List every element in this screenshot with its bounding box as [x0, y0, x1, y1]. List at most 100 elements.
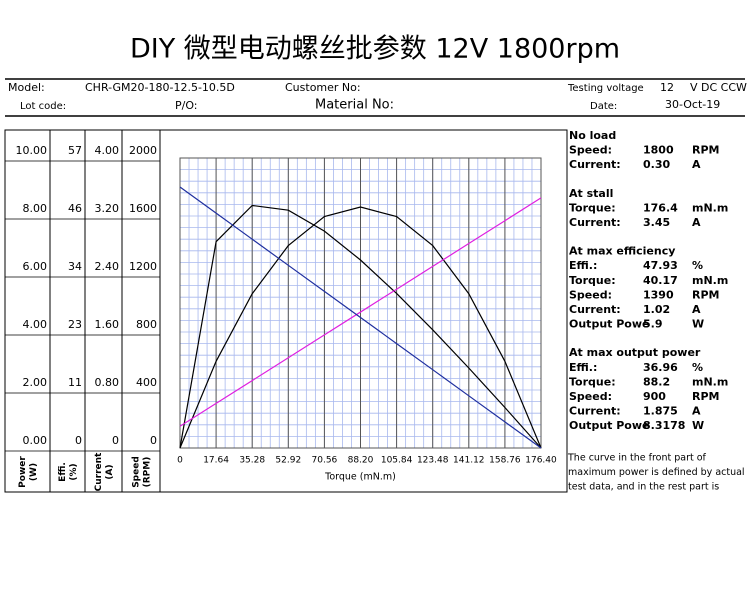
field-value: 30-Oct-19	[665, 98, 720, 111]
section-title: At stall	[569, 187, 613, 200]
field-value: 12	[660, 81, 674, 94]
note-line: test data, and in the rest part is	[568, 482, 719, 493]
y-tick-label: 4.00	[23, 318, 48, 331]
param-label: Output Powe	[569, 419, 649, 432]
x-tick-label: 70.56	[312, 456, 338, 466]
axis-name: (%)	[69, 463, 79, 480]
param-value: 1390	[643, 288, 674, 301]
curve	[179, 204, 542, 449]
param-label: Current:	[569, 303, 621, 316]
y-tick-label: 1.60	[95, 318, 120, 331]
param-unit: W	[692, 419, 704, 432]
y-tick-label: 8.00	[23, 202, 48, 215]
field-label: Lot code:	[20, 101, 66, 112]
param-label: Current:	[569, 405, 621, 418]
param-unit: RPM	[692, 144, 719, 157]
note-line: The curve in the front part of	[567, 453, 707, 464]
y-tick-label: 46	[68, 202, 82, 215]
axis-name: Effi.	[58, 462, 68, 482]
field-value: V DC CCW	[690, 81, 747, 94]
x-tick-label: 105.84	[381, 456, 413, 466]
y-tick-label: 0.00	[23, 434, 48, 447]
section-title: At max output power	[569, 346, 701, 359]
param-label: Current:	[569, 158, 621, 171]
x-axis-label: Torque (mN.m)	[324, 472, 396, 483]
y-tick-label: 3.20	[95, 202, 120, 215]
param-value: 40.17	[643, 274, 678, 287]
param-label: Effi.:	[569, 361, 597, 374]
section-title: No load	[569, 129, 616, 142]
param-unit: W	[692, 318, 704, 331]
y-tick-label: 0	[75, 434, 82, 447]
param-unit: A	[692, 158, 701, 171]
x-tick-label: 158.76	[489, 456, 521, 466]
param-label: Speed:	[569, 390, 612, 403]
axis-name: (A)	[105, 464, 115, 479]
param-label: Output Powe	[569, 318, 649, 331]
param-unit: %	[692, 259, 703, 272]
param-value: 36.96	[643, 361, 678, 374]
param-unit: mN.m	[692, 375, 728, 388]
curve	[179, 186, 542, 449]
x-tick-label: 17.64	[203, 456, 229, 466]
param-label: Speed:	[569, 144, 612, 157]
y-tick-label: 1600	[129, 202, 157, 215]
y-tick-label: 6.00	[23, 260, 48, 273]
y-tick-label: 0	[150, 434, 157, 447]
field-label: Model:	[8, 81, 45, 94]
x-tick-label: 52.92	[275, 456, 301, 466]
y-tick-label: 4.00	[95, 144, 120, 157]
param-value: 5.9	[643, 318, 663, 331]
field-label: Material No:	[315, 98, 394, 113]
param-label: Current:	[569, 216, 621, 229]
y-tick-label: 34	[68, 260, 82, 273]
y-tick-label: 400	[136, 376, 157, 389]
y-tick-label: 23	[68, 318, 82, 331]
param-unit: RPM	[692, 390, 719, 403]
curve	[179, 197, 542, 427]
x-tick-label: 141.12	[453, 456, 485, 466]
plot-frame	[179, 157, 542, 449]
param-label: Torque:	[569, 201, 616, 214]
param-value: 900	[643, 390, 666, 403]
param-unit: A	[692, 405, 701, 418]
x-tick-label: 0	[177, 456, 183, 466]
field-label: Testing voltage	[567, 83, 644, 94]
axis-name: Power	[18, 456, 28, 488]
y-tick-label: 11	[68, 376, 82, 389]
curve	[179, 206, 542, 449]
field-label: Date:	[590, 101, 617, 112]
axis-name: (RPM)	[143, 457, 153, 488]
field-label: P/O:	[175, 99, 198, 112]
param-unit: mN.m	[692, 274, 728, 287]
param-value: 1.02	[643, 303, 670, 316]
note-line: maximum power is defined by actual	[568, 467, 745, 478]
y-tick-label: 0.80	[95, 376, 120, 389]
param-value: 0.30	[643, 158, 670, 171]
chart-frame	[4, 129, 568, 493]
x-tick-label: 176.40	[525, 456, 557, 466]
param-value: 3.45	[643, 216, 670, 229]
x-tick-label: 123.48	[417, 456, 449, 466]
param-value: 1800	[643, 144, 674, 157]
field-value: CHR-GM20-180-12.5-10.5D	[85, 81, 235, 94]
section-title: At max efficiency	[569, 245, 675, 258]
y-tick-label: 2000	[129, 144, 157, 157]
param-value: 88.2	[643, 375, 670, 388]
param-label: Speed:	[569, 288, 612, 301]
param-unit: %	[692, 361, 703, 374]
axis-name: Current	[94, 452, 104, 491]
y-tick-label: 2.40	[95, 260, 120, 273]
y-tick-label: 800	[136, 318, 157, 331]
param-value: 176.4	[643, 201, 678, 214]
param-label: Effi.:	[569, 259, 597, 272]
field-label: Customer No:	[285, 81, 361, 94]
param-label: Torque:	[569, 274, 616, 287]
y-tick-label: 10.00	[16, 144, 48, 157]
x-tick-label: 88.20	[348, 456, 374, 466]
param-unit: RPM	[692, 288, 719, 301]
y-tick-label: 57	[68, 144, 82, 157]
y-tick-label: 1200	[129, 260, 157, 273]
param-unit: mN.m	[692, 201, 728, 214]
